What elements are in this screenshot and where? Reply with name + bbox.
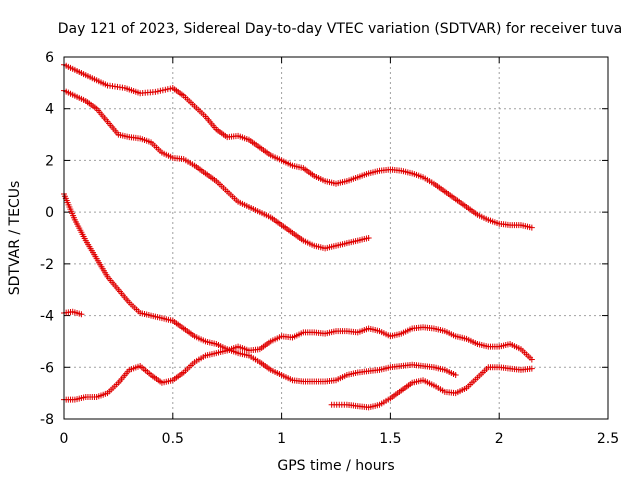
series-track-6 — [328, 364, 535, 411]
data-point — [365, 235, 372, 241]
data-point — [78, 311, 85, 318]
series-track-4 — [61, 308, 85, 318]
series-track-3 — [61, 191, 459, 385]
y-tick-label: -2 — [40, 257, 54, 273]
data-point — [452, 372, 459, 379]
y-axis-label: SDTVAR / TECUs — [7, 181, 23, 296]
data-point — [528, 224, 535, 231]
y-tick-label: 2 — [45, 153, 54, 169]
data-point — [528, 356, 535, 363]
y-tick-label: 0 — [45, 205, 54, 221]
data-points — [61, 61, 535, 411]
y-tick-label: 4 — [45, 102, 54, 118]
x-tick-label: 1.5 — [379, 431, 401, 447]
chart-title: Day 121 of 2023, Sidereal Day-to-day VTE… — [58, 21, 622, 37]
series-track-1 — [61, 61, 535, 231]
x-tick-label: 2.5 — [597, 431, 619, 447]
x-tick-label: 2 — [495, 431, 504, 447]
data-point — [528, 365, 535, 372]
series-track-2 — [61, 87, 372, 252]
y-tick-label: -6 — [40, 360, 54, 376]
y-tick-label: -4 — [40, 309, 54, 325]
y-tick-label: -8 — [40, 412, 54, 428]
x-axis-label: GPS time / hours — [277, 458, 394, 474]
x-tick-label: 0.5 — [162, 431, 184, 447]
y-tick-label: 6 — [45, 50, 54, 66]
x-tick-label: 0 — [60, 431, 69, 447]
grid — [64, 57, 608, 419]
plot-frame — [63, 56, 609, 420]
series-track-5 — [61, 324, 535, 403]
x-tick-label: 1 — [277, 431, 286, 447]
